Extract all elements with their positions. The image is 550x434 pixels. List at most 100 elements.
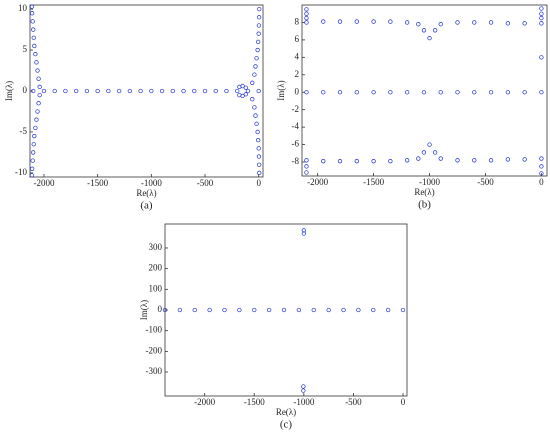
point <box>304 90 309 95</box>
x-tick-label: 0 <box>539 177 544 187</box>
x-tick-label: -1000 <box>419 177 440 187</box>
point <box>35 68 40 73</box>
x-axis-label: Re(λ) <box>136 188 156 198</box>
point <box>250 97 255 102</box>
point <box>255 47 260 53</box>
x-tick-label: 0 <box>401 397 406 407</box>
y-tick-label: 300 <box>149 242 163 252</box>
point <box>35 109 40 114</box>
point <box>31 35 36 40</box>
point <box>29 166 35 171</box>
point <box>74 88 79 94</box>
point <box>354 90 359 95</box>
point <box>192 88 197 94</box>
y-tick-label: -5 <box>20 126 28 136</box>
point <box>256 146 261 151</box>
y-tick-label: -10 <box>15 167 27 177</box>
y-tick-label: 10 <box>18 3 28 13</box>
point <box>257 6 262 12</box>
point <box>36 101 41 106</box>
point <box>33 51 38 57</box>
x-tick-label: 0 <box>256 178 261 188</box>
point <box>371 90 376 95</box>
point <box>405 20 410 25</box>
point <box>522 90 527 95</box>
point <box>455 20 460 25</box>
point <box>371 19 376 24</box>
point <box>371 159 376 164</box>
point <box>170 88 175 94</box>
point <box>301 228 307 233</box>
point <box>505 90 510 95</box>
point <box>455 158 460 163</box>
point <box>159 88 165 94</box>
point <box>254 121 259 126</box>
point <box>252 307 257 313</box>
point <box>539 171 544 176</box>
point <box>30 158 35 163</box>
y-tick-label: 0 <box>295 86 300 96</box>
x-tick-label: -500 <box>477 177 494 187</box>
point <box>472 90 477 95</box>
point <box>539 11 544 16</box>
point <box>36 76 41 81</box>
point <box>37 92 42 98</box>
point <box>31 150 36 155</box>
point <box>256 162 262 167</box>
y-axis-label: Im(λ) <box>4 81 14 101</box>
point <box>29 11 35 16</box>
point <box>488 90 494 95</box>
point <box>301 384 306 389</box>
point <box>421 150 427 155</box>
point <box>84 88 90 94</box>
point <box>472 20 477 25</box>
point <box>400 307 406 313</box>
point <box>416 156 421 161</box>
point <box>138 88 143 94</box>
point <box>32 43 37 49</box>
point <box>149 88 154 94</box>
point <box>30 19 35 24</box>
point <box>304 158 309 163</box>
point <box>256 23 262 28</box>
y-tick-label: 0 <box>23 85 28 95</box>
point <box>63 88 68 94</box>
point <box>281 307 287 313</box>
x-tick-label: -1500 <box>87 178 108 188</box>
x-axis-label: Re(λ) <box>276 407 296 417</box>
y-tick-label: -4 <box>292 121 300 131</box>
y-tick-label: -300 <box>146 366 163 376</box>
y-axis-label: Im(λ) <box>276 80 286 100</box>
x-tick-label: -1500 <box>244 397 265 407</box>
point <box>256 15 262 20</box>
y-tick-label: 200 <box>149 263 163 273</box>
point <box>311 307 316 313</box>
point <box>388 90 393 95</box>
point <box>243 92 248 97</box>
point <box>162 307 168 313</box>
point <box>304 11 309 16</box>
point <box>31 142 36 147</box>
point <box>252 105 257 110</box>
point <box>237 307 242 313</box>
x-tick-label: -500 <box>345 397 362 407</box>
point <box>539 90 544 95</box>
point <box>301 231 307 236</box>
point <box>421 90 427 95</box>
point <box>95 88 100 94</box>
point <box>505 157 510 162</box>
point <box>432 150 438 155</box>
point <box>304 7 309 12</box>
point <box>224 88 229 94</box>
point <box>106 88 111 94</box>
point <box>304 164 309 169</box>
point <box>539 6 544 11</box>
point <box>256 88 261 94</box>
point <box>354 159 359 164</box>
point <box>32 133 37 139</box>
point <box>388 19 393 24</box>
caption: (a) <box>140 200 153 212</box>
y-tick-label: -6 <box>292 139 300 149</box>
y-tick-label: 0 <box>158 304 163 314</box>
